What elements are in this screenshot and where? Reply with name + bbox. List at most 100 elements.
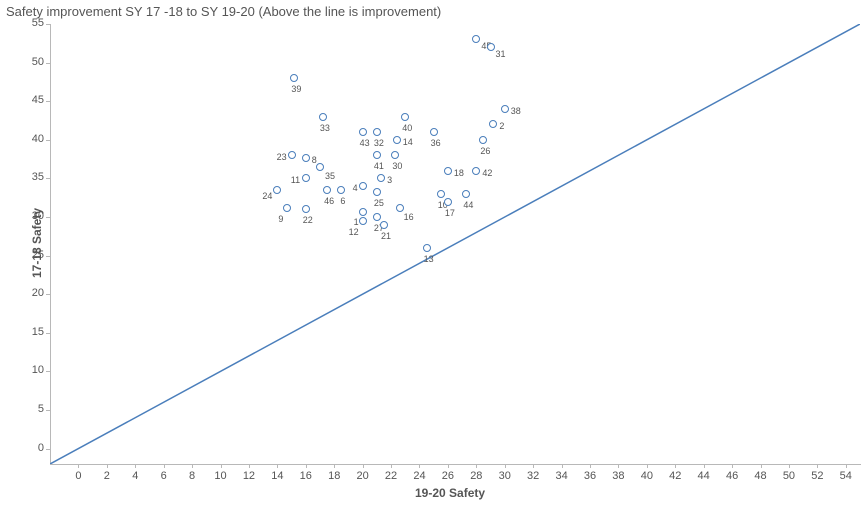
x-tick	[789, 464, 790, 468]
data-point[interactable]	[373, 188, 381, 196]
x-axis-label: 19-20 Safety	[415, 486, 485, 500]
x-tick	[391, 464, 392, 468]
x-tick	[704, 464, 705, 468]
data-point-label: 40	[402, 123, 412, 133]
x-tick-label: 54	[834, 470, 858, 482]
x-tick	[647, 464, 648, 468]
data-point-label: 13	[424, 254, 434, 264]
data-point[interactable]	[373, 151, 381, 159]
data-point[interactable]	[462, 190, 470, 198]
y-tick	[46, 333, 50, 334]
data-point[interactable]	[302, 174, 310, 182]
data-point[interactable]	[472, 167, 480, 175]
data-point-label: 8	[312, 155, 317, 165]
x-tick-label: 4	[123, 470, 147, 482]
y-tick-label: 25	[14, 249, 44, 261]
x-tick-label: 32	[521, 470, 545, 482]
data-point-label: 32	[374, 138, 384, 148]
x-tick	[505, 464, 506, 468]
x-tick	[164, 464, 165, 468]
x-tick-label: 38	[606, 470, 630, 482]
data-point[interactable]	[359, 217, 367, 225]
x-tick	[192, 464, 193, 468]
data-point[interactable]	[319, 113, 327, 121]
x-tick-label: 42	[663, 470, 687, 482]
x-tick	[107, 464, 108, 468]
data-point[interactable]	[359, 208, 367, 216]
data-point[interactable]	[401, 113, 409, 121]
data-point[interactable]	[380, 221, 388, 229]
y-tick-label: 15	[14, 326, 44, 338]
x-tick-label: 52	[805, 470, 829, 482]
data-point-label: 3	[387, 175, 392, 185]
data-point-label: 23	[277, 152, 287, 162]
data-point[interactable]	[393, 136, 401, 144]
x-tick	[78, 464, 79, 468]
data-point[interactable]	[501, 105, 509, 113]
data-point-label: 24	[262, 191, 272, 201]
data-point[interactable]	[479, 136, 487, 144]
data-point[interactable]	[283, 204, 291, 212]
data-point[interactable]	[472, 35, 480, 43]
data-point[interactable]	[444, 198, 452, 206]
data-point[interactable]	[337, 186, 345, 194]
data-point-label: 42	[482, 168, 492, 178]
x-tick-label: 18	[322, 470, 346, 482]
x-tick	[334, 464, 335, 468]
data-point-label: 22	[303, 215, 313, 225]
data-point-label: 46	[324, 196, 334, 206]
data-point[interactable]	[437, 190, 445, 198]
x-tick	[732, 464, 733, 468]
y-tick	[46, 63, 50, 64]
data-point[interactable]	[377, 174, 385, 182]
x-tick-label: 22	[379, 470, 403, 482]
chart-container: Safety improvement SY 17 -18 to SY 19-20…	[0, 0, 868, 508]
x-tick-label: 0	[66, 470, 90, 482]
y-tick	[46, 140, 50, 141]
x-tick-label: 16	[294, 470, 318, 482]
x-tick	[221, 464, 222, 468]
x-tick	[761, 464, 762, 468]
x-tick-label: 26	[436, 470, 460, 482]
data-point-label: 35	[325, 171, 335, 181]
data-point[interactable]	[423, 244, 431, 252]
data-point-label: 33	[320, 123, 330, 133]
data-point[interactable]	[391, 151, 399, 159]
data-point-label: 39	[291, 84, 301, 94]
y-tick	[46, 371, 50, 372]
data-point[interactable]	[396, 204, 404, 212]
y-tick-label: 0	[14, 442, 44, 454]
data-point[interactable]	[359, 182, 367, 190]
data-point[interactable]	[373, 213, 381, 221]
data-point[interactable]	[430, 128, 438, 136]
x-tick	[419, 464, 420, 468]
data-point[interactable]	[273, 186, 281, 194]
data-point[interactable]	[489, 120, 497, 128]
data-point[interactable]	[316, 163, 324, 171]
x-tick-label: 48	[749, 470, 773, 482]
x-tick-label: 34	[550, 470, 574, 482]
x-tick	[135, 464, 136, 468]
data-point[interactable]	[359, 128, 367, 136]
x-tick-label: 2	[95, 470, 119, 482]
data-point-label: 38	[511, 106, 521, 116]
x-tick-label: 30	[493, 470, 517, 482]
data-point[interactable]	[302, 154, 310, 162]
data-point-label: 26	[480, 146, 490, 156]
data-point[interactable]	[487, 43, 495, 51]
y-tick-label: 30	[14, 210, 44, 222]
data-point-label: 44	[463, 200, 473, 210]
data-point[interactable]	[373, 128, 381, 136]
x-tick-label: 50	[777, 470, 801, 482]
y-tick-label: 35	[14, 171, 44, 183]
data-point[interactable]	[444, 167, 452, 175]
data-point-label: 2	[499, 121, 504, 131]
x-tick	[476, 464, 477, 468]
data-point-label: 21	[381, 231, 391, 241]
data-point[interactable]	[288, 151, 296, 159]
y-tick	[46, 178, 50, 179]
data-point[interactable]	[323, 186, 331, 194]
data-point-label: 4	[353, 183, 358, 193]
data-point[interactable]	[290, 74, 298, 82]
data-point[interactable]	[302, 205, 310, 213]
